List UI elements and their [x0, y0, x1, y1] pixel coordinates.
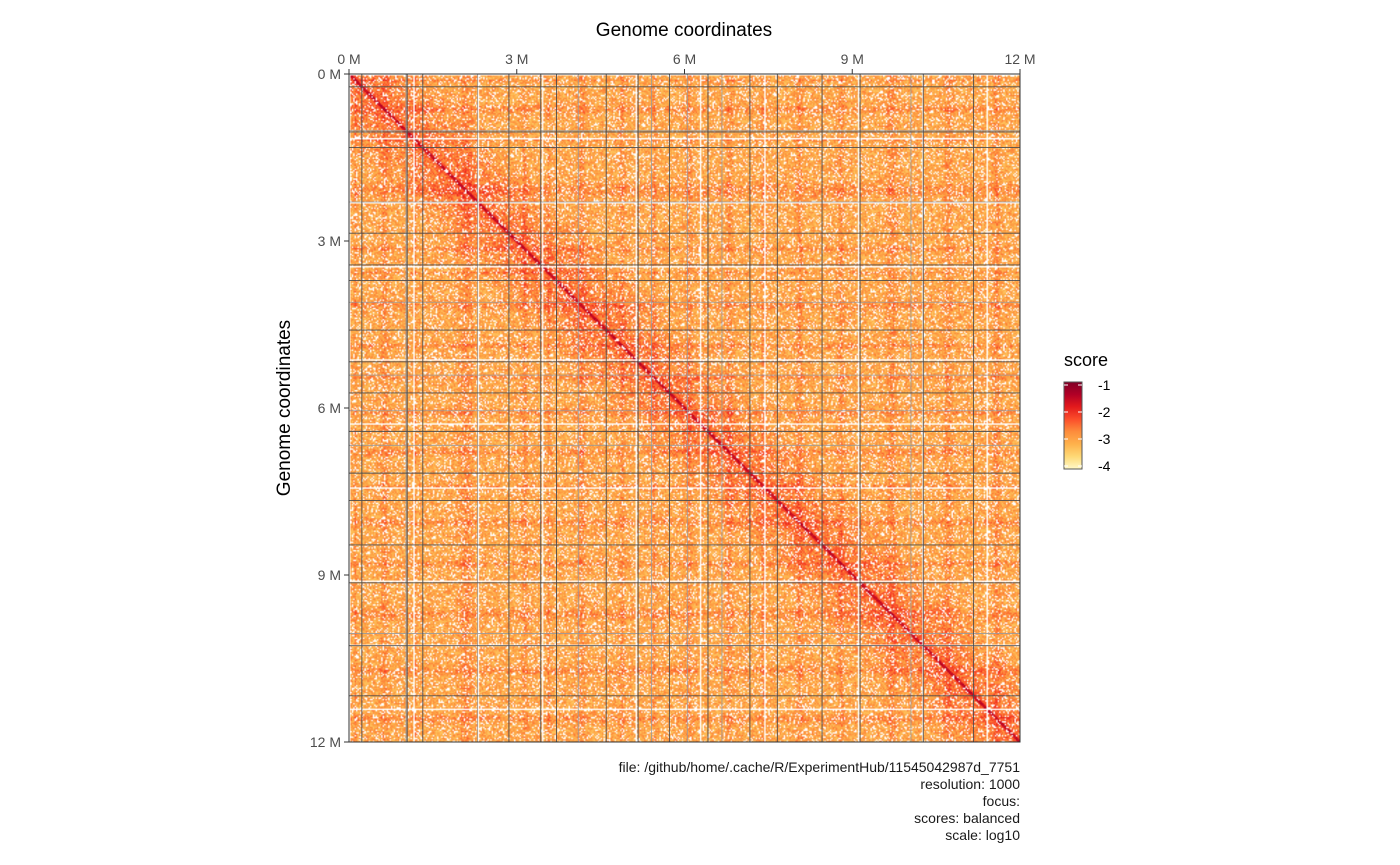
color-legend: score -1 -2 -3 -4: [1063, 350, 1111, 474]
legend-tick-label: -2: [1098, 404, 1111, 420]
caption-line: file: /github/home/.cache/R/ExperimentHu…: [619, 759, 1021, 775]
caption-line: scale: log10: [945, 827, 1020, 843]
x-tick-label: 3 M: [505, 51, 528, 67]
legend-tick-label: -1: [1098, 377, 1111, 393]
legend-title: score: [1064, 350, 1108, 370]
x-axis: 0 M 3 M 6 M 9 M 12 M: [337, 51, 1036, 74]
y-axis-title: Genome coordinates: [274, 320, 295, 496]
x-axis-title: Genome coordinates: [596, 20, 772, 41]
caption-line: scores: balanced: [914, 810, 1020, 826]
chromosome-boundary-lines: [349, 74, 1020, 742]
caption-line: resolution: 1000: [920, 776, 1020, 792]
x-tick-label: 9 M: [841, 51, 864, 67]
y-tick-label: 12 M: [310, 734, 341, 750]
y-axis: 0 M 3 M 6 M 9 M 12 M: [310, 66, 349, 750]
legend-tick-label: -3: [1098, 431, 1111, 447]
y-tick-label: 9 M: [318, 567, 341, 583]
y-tick-label: 3 M: [318, 233, 341, 249]
caption: file: /github/home/.cache/R/ExperimentHu…: [619, 759, 1021, 843]
legend-colorbar: [1063, 381, 1083, 470]
x-tick-label: 12 M: [1004, 51, 1035, 67]
caption-line: focus:: [983, 793, 1020, 809]
x-tick-label: 0 M: [337, 51, 360, 67]
contact-matrix-image: [349, 74, 1020, 742]
y-tick-label: 0 M: [318, 66, 341, 82]
legend-tick-label: -4: [1098, 458, 1111, 474]
y-tick-label: 6 M: [318, 400, 341, 416]
x-tick-label: 6 M: [673, 51, 696, 67]
heatmap-panel: [348, 73, 1021, 743]
legend-ticks: -1 -2 -3 -4: [1064, 377, 1111, 474]
